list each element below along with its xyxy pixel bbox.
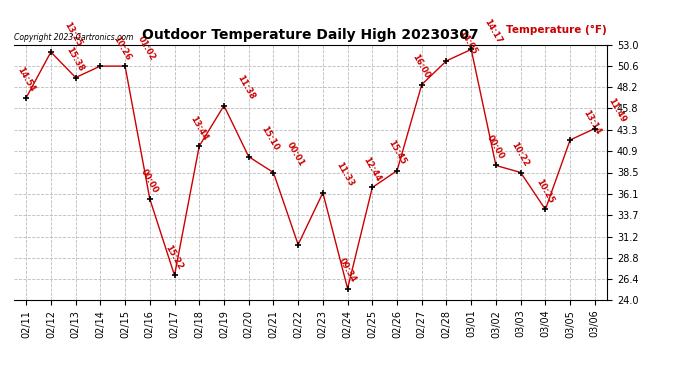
Text: 12:44: 12:44 — [361, 156, 382, 183]
Text: 14:05: 14:05 — [457, 29, 479, 57]
Text: Temperature (°F): Temperature (°F) — [506, 25, 607, 35]
Text: 10:25: 10:25 — [534, 178, 555, 205]
Text: 15:45: 15:45 — [386, 139, 407, 166]
Title: Outdoor Temperature Daily High 20230307: Outdoor Temperature Daily High 20230307 — [142, 28, 479, 42]
Text: 10:22: 10:22 — [509, 141, 531, 168]
Text: 14:54: 14:54 — [15, 66, 37, 94]
Text: 13:44: 13:44 — [188, 114, 209, 142]
Text: 16:00: 16:00 — [411, 53, 432, 80]
Text: 15:38: 15:38 — [64, 46, 86, 74]
Text: 01:02: 01:02 — [136, 34, 157, 62]
Text: 11:38: 11:38 — [235, 74, 256, 102]
Text: 15:10: 15:10 — [260, 125, 281, 153]
Text: 15:22: 15:22 — [164, 243, 185, 271]
Text: 13:14: 13:14 — [581, 108, 602, 136]
Text: 00:01: 00:01 — [284, 141, 306, 168]
Text: Copyright 2023 Cartronics.com: Copyright 2023 Cartronics.com — [14, 33, 134, 42]
Text: 00:00: 00:00 — [139, 167, 159, 195]
Text: 09:34: 09:34 — [337, 257, 357, 284]
Text: 14:17: 14:17 — [482, 18, 504, 45]
Text: 10:26: 10:26 — [112, 34, 132, 62]
Text: 11:33: 11:33 — [334, 161, 355, 189]
Text: 00:00: 00:00 — [485, 134, 506, 161]
Text: 11:49: 11:49 — [606, 97, 627, 124]
Text: 13:25: 13:25 — [62, 20, 83, 48]
